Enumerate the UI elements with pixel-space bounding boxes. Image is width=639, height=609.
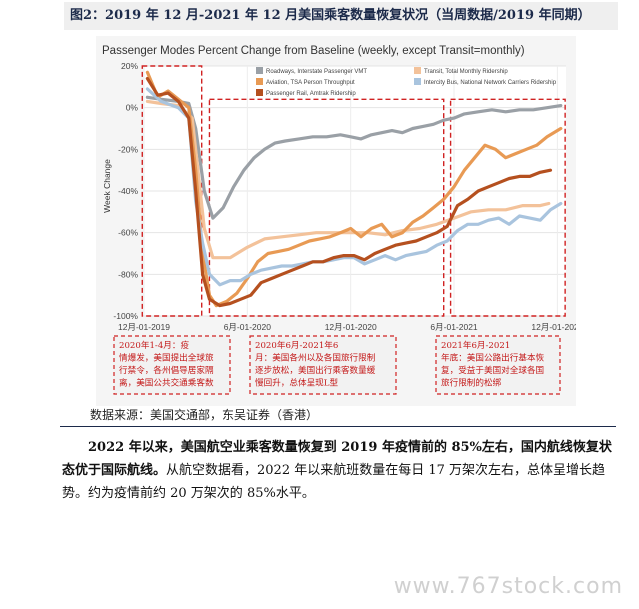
legend-entry: Roadways, Interstate Passenger VMT <box>266 69 367 75</box>
legend-entry: Intercity Bus, National Network Carriers… <box>424 80 557 86</box>
legend-swatch <box>414 78 421 85</box>
legend-swatch <box>256 67 263 74</box>
paragraph-bold: 2022 年以来，美国航空业乘客数量恢复到 2019 年疫情前的 85%左右，国… <box>62 440 612 478</box>
x-tick-label: 12月-01-2021 <box>531 322 576 332</box>
annotation-text: 2020年1-4月：疫情爆发，美国提出全球旅行禁令，各州倡导居家隔离，美国公共交… <box>119 339 214 389</box>
legend-entry: Transit, Total Monthly Ridership <box>424 69 508 75</box>
y-tick-label: 0% <box>126 103 139 113</box>
y-tick-labels: 20% 0% -20% -40% -60% -80% -100% <box>113 61 138 321</box>
body-paragraph: 2022 年以来，美国航空业乘客数量恢复到 2019 年疫情前的 85%左右，国… <box>62 436 614 505</box>
y-axis-label: Week Change <box>102 159 112 213</box>
legend-entry: Passenger Rail, Amtrak Ridership <box>266 91 356 97</box>
x-tick-label: 6月-01-2020 <box>224 322 272 332</box>
annotation-text: 2021年6月-2021 年底：美国公路出行基本恢复，受益于美国对全球各国旅行限制… <box>441 339 545 389</box>
annotation-text: 2020年6月-2021年6 月：美国各州以及各国旅行限制逐步放松，美国出行乘客数… <box>255 339 376 389</box>
annotation-box <box>113 335 231 395</box>
x-tick-label: 12月-01-2020 <box>325 322 377 332</box>
series-line <box>145 70 563 308</box>
watermark: www.767stock.com <box>393 574 623 599</box>
chart-title: Passenger Modes Percent Change from Base… <box>102 45 525 57</box>
legend-entry: Aviation, TSA Person Throughput <box>266 80 355 86</box>
paragraph-text: 从航空数据看，2022 年以来航班数量在每日 17 万架次左右，总体呈增长趋势。… <box>62 463 606 501</box>
phase-box <box>449 98 566 317</box>
annotation-notes: 2020年1-4月：疫情爆发，美国提出全球旅行禁令，各州倡导居家隔离，美国公共交… <box>113 335 561 395</box>
annotation-box <box>435 335 561 395</box>
divider <box>60 426 616 427</box>
passenger-modes-chart: Passenger Modes Percent Change from Base… <box>102 45 576 395</box>
series-line <box>145 95 563 220</box>
y-tick-label: 20% <box>121 61 138 71</box>
chart-panel: Passenger Modes Percent Change from Base… <box>96 36 576 406</box>
series-line <box>145 76 553 308</box>
figure-title: 图2：2019 年 12 月-2021 年 12 月美国乘客数量恢复状况（当周数… <box>64 2 618 30</box>
chart-grid <box>143 65 566 317</box>
series-lines <box>145 70 563 308</box>
x-tick-labels: 12月-01-2019 6月-01-2020 12月-01-2020 6月-01-20… <box>118 322 576 332</box>
x-tick-label: 12月-01-2019 <box>118 322 170 332</box>
y-tick-label: -20% <box>118 144 138 154</box>
chart-legend: Roadways, Interstate Passenger VMT Aviati… <box>256 67 557 97</box>
annotation-box <box>249 335 397 395</box>
x-tick-label: 6月-01-2021 <box>430 322 478 332</box>
y-tick-label: -60% <box>118 228 138 238</box>
legend-swatch <box>256 78 263 85</box>
legend-swatch <box>256 89 263 96</box>
y-tick-label: -100% <box>113 311 138 321</box>
series-line <box>145 87 563 287</box>
y-tick-label: -40% <box>118 186 138 196</box>
source-note: 数据来源：美国交通部，东吴证券（香港） <box>90 408 319 422</box>
y-tick-label: -80% <box>118 269 138 279</box>
legend-swatch <box>414 67 421 74</box>
